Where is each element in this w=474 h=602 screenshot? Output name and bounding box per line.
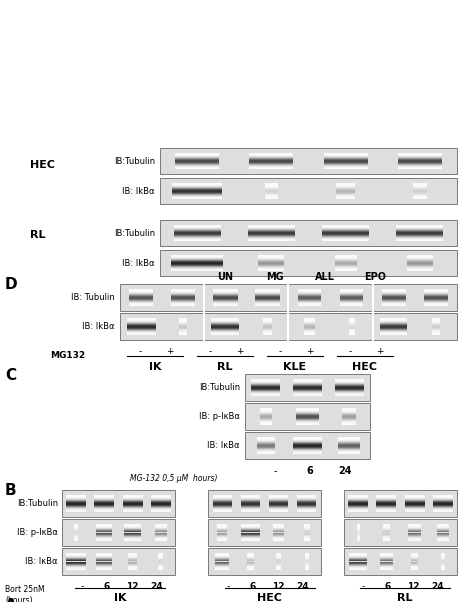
Bar	[245, 403, 370, 430]
Text: 24: 24	[338, 466, 352, 476]
Bar	[208, 548, 321, 575]
Bar	[245, 374, 370, 401]
Text: +: +	[236, 347, 244, 356]
Text: 24: 24	[151, 582, 164, 591]
Text: IB: IκBα: IB: IκBα	[26, 557, 58, 566]
Text: -: -	[209, 347, 211, 356]
Text: 6: 6	[307, 466, 313, 476]
Text: -: -	[361, 582, 365, 591]
Text: 12: 12	[272, 582, 284, 591]
Text: IK: IK	[149, 362, 161, 372]
Text: -: -	[278, 347, 282, 356]
Text: HEC: HEC	[30, 160, 55, 170]
Bar	[245, 432, 370, 459]
Text: A: A	[5, 598, 17, 602]
Text: UN: UN	[217, 272, 233, 282]
Text: RL: RL	[217, 362, 233, 372]
Text: C: C	[5, 368, 16, 383]
Text: IB: IkBα: IB: IkBα	[82, 322, 115, 331]
Text: 24: 24	[297, 582, 310, 591]
Bar	[160, 220, 457, 246]
Text: IB: Tubulin: IB: Tubulin	[71, 293, 115, 302]
Text: IB:Tubulin: IB:Tubulin	[114, 229, 155, 238]
Text: IB: p-IκBα: IB: p-IκBα	[17, 528, 58, 537]
Bar	[160, 178, 457, 204]
Text: Bort 25nM
(hours): Bort 25nM (hours)	[5, 585, 45, 602]
Bar	[344, 519, 457, 546]
Text: -: -	[227, 582, 229, 591]
Text: 6: 6	[104, 582, 110, 591]
Text: MG: MG	[266, 272, 284, 282]
Text: D: D	[5, 277, 18, 292]
Bar	[208, 519, 321, 546]
Text: +: +	[306, 347, 314, 356]
Text: RL: RL	[397, 593, 413, 602]
Text: IK: IK	[114, 593, 126, 602]
Text: IB:Tubulin: IB:Tubulin	[199, 383, 240, 392]
Text: HEC: HEC	[353, 362, 377, 372]
Bar	[62, 519, 175, 546]
Bar	[208, 490, 321, 517]
Bar	[120, 284, 457, 311]
Text: RL: RL	[30, 230, 46, 240]
Text: MG-132 0,5 μM  hours): MG-132 0,5 μM hours)	[130, 474, 218, 483]
Text: 6: 6	[385, 582, 391, 591]
Text: KLE: KLE	[283, 362, 307, 372]
Text: IB: IκBα: IB: IκBα	[208, 441, 240, 450]
Text: HEC: HEC	[257, 593, 283, 602]
Text: IB:Tubulin: IB:Tubulin	[114, 157, 155, 166]
Text: IB: IkBα: IB: IkBα	[122, 258, 155, 267]
Text: 24: 24	[432, 582, 444, 591]
Text: 12: 12	[407, 582, 419, 591]
Bar	[62, 490, 175, 517]
Bar	[120, 313, 457, 340]
Text: B: B	[5, 483, 17, 498]
Text: -: -	[81, 582, 83, 591]
Text: IB: p-IκBα: IB: p-IκBα	[199, 412, 240, 421]
Bar	[160, 148, 457, 174]
Text: +: +	[376, 347, 384, 356]
Bar	[160, 250, 457, 276]
Text: 6: 6	[250, 582, 256, 591]
Text: EPO: EPO	[364, 272, 386, 282]
Text: IB: IkBα: IB: IkBα	[122, 187, 155, 196]
Bar	[62, 548, 175, 575]
Text: IB:Tubulin: IB:Tubulin	[17, 499, 58, 508]
Bar	[344, 490, 457, 517]
Text: -: -	[273, 466, 277, 476]
Bar	[344, 548, 457, 575]
Text: ALL: ALL	[315, 272, 335, 282]
Text: +: +	[166, 347, 174, 356]
Text: -: -	[138, 347, 142, 356]
Text: 12: 12	[126, 582, 138, 591]
Text: MG132: MG132	[50, 351, 85, 360]
Text: -: -	[348, 347, 352, 356]
